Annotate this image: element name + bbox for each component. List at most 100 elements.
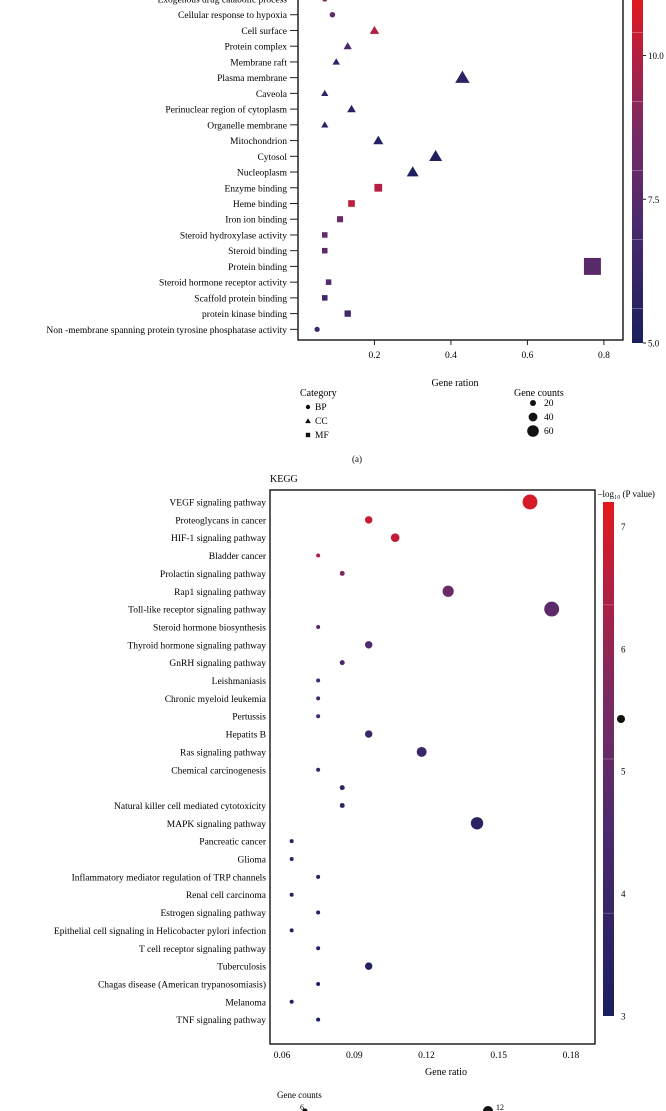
kegg-point xyxy=(316,1017,321,1022)
kegg-point xyxy=(316,874,321,879)
go-point xyxy=(369,25,380,34)
go-term-label: Exogenous drug catabolic process xyxy=(157,0,287,6)
go-gene-counts-legend: Gene counts 20 40 60 xyxy=(514,388,564,437)
go-colorbar-tick-label: 10.0 xyxy=(648,51,664,61)
kegg-term-label: Bladder cancer xyxy=(209,552,267,562)
kegg-point xyxy=(289,892,294,897)
kegg-point xyxy=(390,533,400,543)
kegg-point xyxy=(289,839,294,844)
go-point xyxy=(406,166,419,177)
category-legend-title: Category xyxy=(300,388,337,399)
category-legend-label: CC xyxy=(315,417,328,427)
go-x-tick-label: 0.8 xyxy=(598,351,610,361)
kegg-point xyxy=(316,553,321,558)
kegg-term-label: Leishmaniasis xyxy=(212,677,267,687)
go-point xyxy=(322,232,328,238)
kegg-point xyxy=(289,928,294,933)
kegg-gene-counts-legend-title: Gene counts xyxy=(277,1090,322,1100)
go-panel: Exogenous drug catabolic process Cellular… xyxy=(46,0,664,464)
go-point xyxy=(322,0,328,2)
go-point xyxy=(348,200,355,207)
go-term-label: Membrane raft xyxy=(230,57,287,68)
category-legend-label: BP xyxy=(315,403,327,413)
kegg-point xyxy=(544,601,560,617)
go-point xyxy=(325,279,332,285)
kegg-gene-counts-marker xyxy=(302,1108,308,1111)
go-gene-counts-label: 40 xyxy=(544,413,554,423)
kegg-term-label: Chagas disease (American trypanosomiasis… xyxy=(98,979,266,990)
category-legend-label: MF xyxy=(315,431,329,441)
kegg-term-label: T cell receptor signaling pathway xyxy=(139,945,266,955)
go-term-label: Cell surface xyxy=(241,26,287,37)
go-point xyxy=(344,310,351,317)
kegg-term-label: Pertussis xyxy=(232,713,266,723)
go-term-label: Heme binding xyxy=(233,200,287,210)
go-term-label: Caveola xyxy=(256,90,288,100)
go-point xyxy=(583,257,601,275)
go-plot-frame xyxy=(297,0,624,341)
kegg-plot-frame xyxy=(269,489,596,1045)
go-point xyxy=(374,183,383,192)
kegg-point xyxy=(316,767,321,772)
kegg-x-tick-label: 0.15 xyxy=(490,1051,507,1061)
go-x-tick-label: 0.6 xyxy=(521,351,533,361)
kegg-point xyxy=(339,802,345,808)
go-term-label: Steroid hydroxylase activity xyxy=(180,231,287,241)
kegg-x-tick-label: 0.09 xyxy=(346,1051,363,1061)
kegg-point xyxy=(339,570,345,576)
kegg-x-tick-label: 0.12 xyxy=(418,1051,435,1061)
go-gene-counts-marker xyxy=(527,425,539,437)
kegg-point xyxy=(316,946,321,951)
kegg-colorbar-tick-label: 7 xyxy=(621,522,626,532)
go-gene-counts-legend-title: Gene counts xyxy=(514,388,564,399)
kegg-point xyxy=(470,817,484,830)
go-point xyxy=(329,11,336,18)
go-term-label: Cellular response to hypoxia xyxy=(178,11,288,21)
go-colorbar xyxy=(632,0,643,343)
kegg-point xyxy=(364,962,373,970)
go-x-tick-label: 0.4 xyxy=(445,351,457,361)
kegg-colorbar-tick-label: 3 xyxy=(621,1012,626,1022)
kegg-term-label: TNF signaling pathway xyxy=(176,1016,266,1026)
kegg-gene-counts-marker xyxy=(483,1106,493,1111)
go-point xyxy=(322,295,328,301)
go-term-label: Nucleoplasm xyxy=(237,169,288,179)
kegg-point xyxy=(316,696,321,701)
kegg-point xyxy=(316,624,321,629)
kegg-point xyxy=(316,714,321,719)
kegg-term-label: Renal cell carcinoma xyxy=(186,891,267,901)
go-point xyxy=(455,70,470,83)
category-legend-marker xyxy=(305,418,311,424)
kegg-term-label: GnRH signaling pathway xyxy=(169,659,266,669)
kegg-point xyxy=(339,785,345,791)
kegg-term-label: Estrogen signaling pathway xyxy=(160,909,266,919)
go-point xyxy=(343,42,352,50)
kegg-point xyxy=(364,516,373,524)
go-term-label: Mitochondrion xyxy=(230,137,287,147)
go-point xyxy=(347,104,356,113)
go-term-label: protein kinase binding xyxy=(202,310,287,320)
kegg-term-label: Inflammatory mediator regulation of TRP … xyxy=(72,872,267,883)
kegg-colorbar-tick-label: 6 xyxy=(621,644,626,654)
kegg-panel: KEGG –log₁₀ (P value) VEGF signaling pat… xyxy=(54,474,655,1111)
kegg-term-label: Steroid hormone biosynthesis xyxy=(153,623,266,633)
go-term-label: Steroid binding xyxy=(228,247,287,257)
kegg-term-label: Chronic myeloid leukemia xyxy=(165,695,267,705)
kegg-colorbar-tick-label: 4 xyxy=(621,889,626,899)
kegg-term-label: Chemical carcinogenesis xyxy=(171,766,266,776)
go-point xyxy=(314,326,320,332)
panel-label-a: (a) xyxy=(352,454,362,464)
kegg-term-label: Ras signaling pathway xyxy=(180,748,266,758)
kegg-colorbar-tick-label: 5 xyxy=(621,767,626,777)
go-term-label: Steroid hormone receptor activity xyxy=(159,279,287,289)
kegg-term-label: Melanoma xyxy=(225,998,266,1008)
kegg-term-label: Thyroid hormone signaling pathway xyxy=(127,641,266,651)
go-gene-counts-marker xyxy=(530,400,536,406)
go-term-label: Iron ion binding xyxy=(225,216,287,226)
kegg-gene-counts-label: 6 xyxy=(300,1103,304,1111)
kegg-term-label: Proteoglycans in cancer xyxy=(175,516,267,526)
kegg-term-label: Rap1 signaling pathway xyxy=(174,588,266,598)
kegg-point xyxy=(522,494,538,510)
go-term-label: Perinuclear region of cytoplasm xyxy=(165,105,287,116)
